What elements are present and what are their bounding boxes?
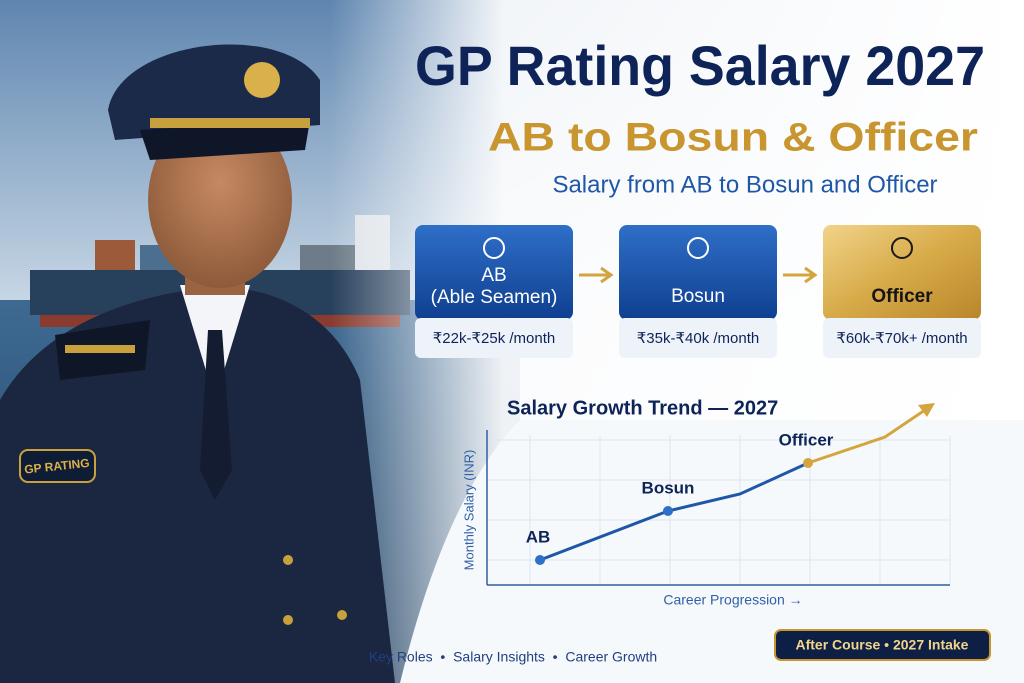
point	[803, 458, 813, 468]
point	[663, 506, 673, 516]
chart-title: Salary Growth Trend — 2027	[507, 397, 778, 419]
title: GP Rating Salary 2027	[415, 34, 985, 97]
card-role: Officer	[871, 286, 933, 307]
card-arrow	[783, 266, 818, 284]
badge-text: After Course • 2027 Intake	[796, 637, 969, 653]
card-role: AB	[481, 265, 506, 286]
card-icon	[483, 237, 505, 259]
card-salary: ₹60k-₹70k+ /month	[836, 330, 967, 347]
card-salary: ₹22k-₹25k /month	[433, 330, 555, 347]
subtitle: AB to Bosun & Officer	[488, 116, 978, 160]
y-axis-label: Monthly Salary (INR)	[461, 450, 476, 571]
point-label: AB	[526, 527, 551, 546]
shoulder-patch: GP RATING	[24, 456, 91, 477]
point-label: Officer	[779, 430, 834, 449]
card-icon	[687, 237, 709, 259]
card-role: Bosun	[671, 286, 725, 307]
card-bottom	[415, 318, 573, 358]
card-bottom	[823, 318, 981, 358]
x-axis-label: Career Progression →	[663, 592, 802, 608]
badge	[774, 629, 991, 661]
card-arrow	[579, 266, 614, 284]
card-icon	[891, 237, 913, 259]
card-bottom	[619, 318, 777, 358]
wave-panel	[400, 420, 1024, 683]
point-label: Bosun	[642, 478, 695, 497]
trend-line	[539, 461, 809, 562]
card-salary: ₹35k-₹40k /month	[637, 330, 759, 347]
card-top	[823, 225, 981, 320]
card-role: (Able Seamen)	[431, 287, 558, 308]
sailor	[0, 44, 395, 683]
footer-topics: Key Roles • Salary Insights • Career Gro…	[369, 649, 657, 665]
cards: AB(Able Seamen) ₹22k-₹25k /month Bosun ₹35k…	[415, 225, 981, 358]
trend-line-gold	[807, 408, 926, 465]
trend-arrow	[918, 403, 935, 417]
card-top	[415, 225, 573, 320]
tagline: Salary from AB to Bosun and Officer	[552, 171, 937, 198]
card-top	[619, 225, 777, 320]
point	[535, 555, 545, 565]
